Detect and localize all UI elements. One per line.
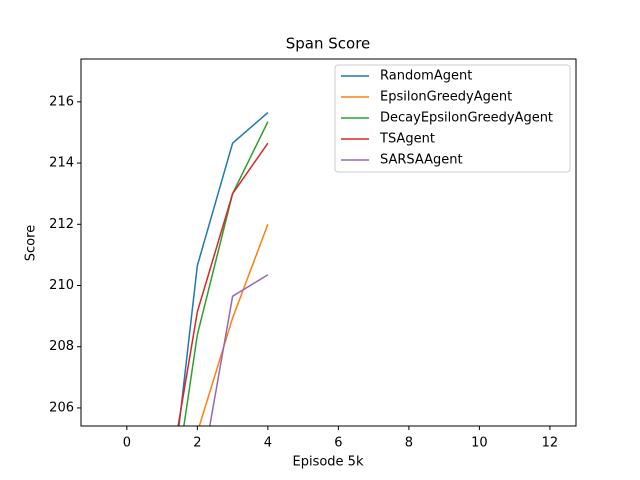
plot-area [177,111,269,426]
legend-label: DecayEpsilonGreedyAgent [380,111,553,126]
x-tick-label: 12 [542,436,559,451]
y-tick-label: 216 [49,94,74,109]
x-tick-label: 6 [334,436,342,451]
line-series [183,121,269,426]
y-tick-label: 210 [49,278,74,293]
x-tick-label: 10 [471,436,488,451]
legend-label: SARSAAgent [380,153,463,168]
line-series [209,274,269,426]
line-series [198,224,269,426]
legend-label: EpsilonGreedyAgent [380,90,512,105]
x-tick-label: 2 [193,436,201,451]
legend-box [334,64,571,173]
y-tick-label: 212 [49,217,74,232]
y-tick-label: 206 [49,400,74,415]
x-tick-label: 4 [264,436,272,451]
x-axis-label: Episode 5k [293,455,364,470]
y-axis-label: Score [24,225,39,261]
y-tick-label: 208 [49,339,74,354]
axes-frame [80,58,577,427]
legend-label: RandomAgent [380,69,472,84]
line-series [177,142,269,426]
x-tick-label: 0 [123,436,131,451]
x-tick-label: 8 [405,436,413,451]
legend-label: TSAgent [379,132,435,147]
chart-title: Span Score [286,35,371,53]
y-tick-label: 214 [49,156,74,171]
